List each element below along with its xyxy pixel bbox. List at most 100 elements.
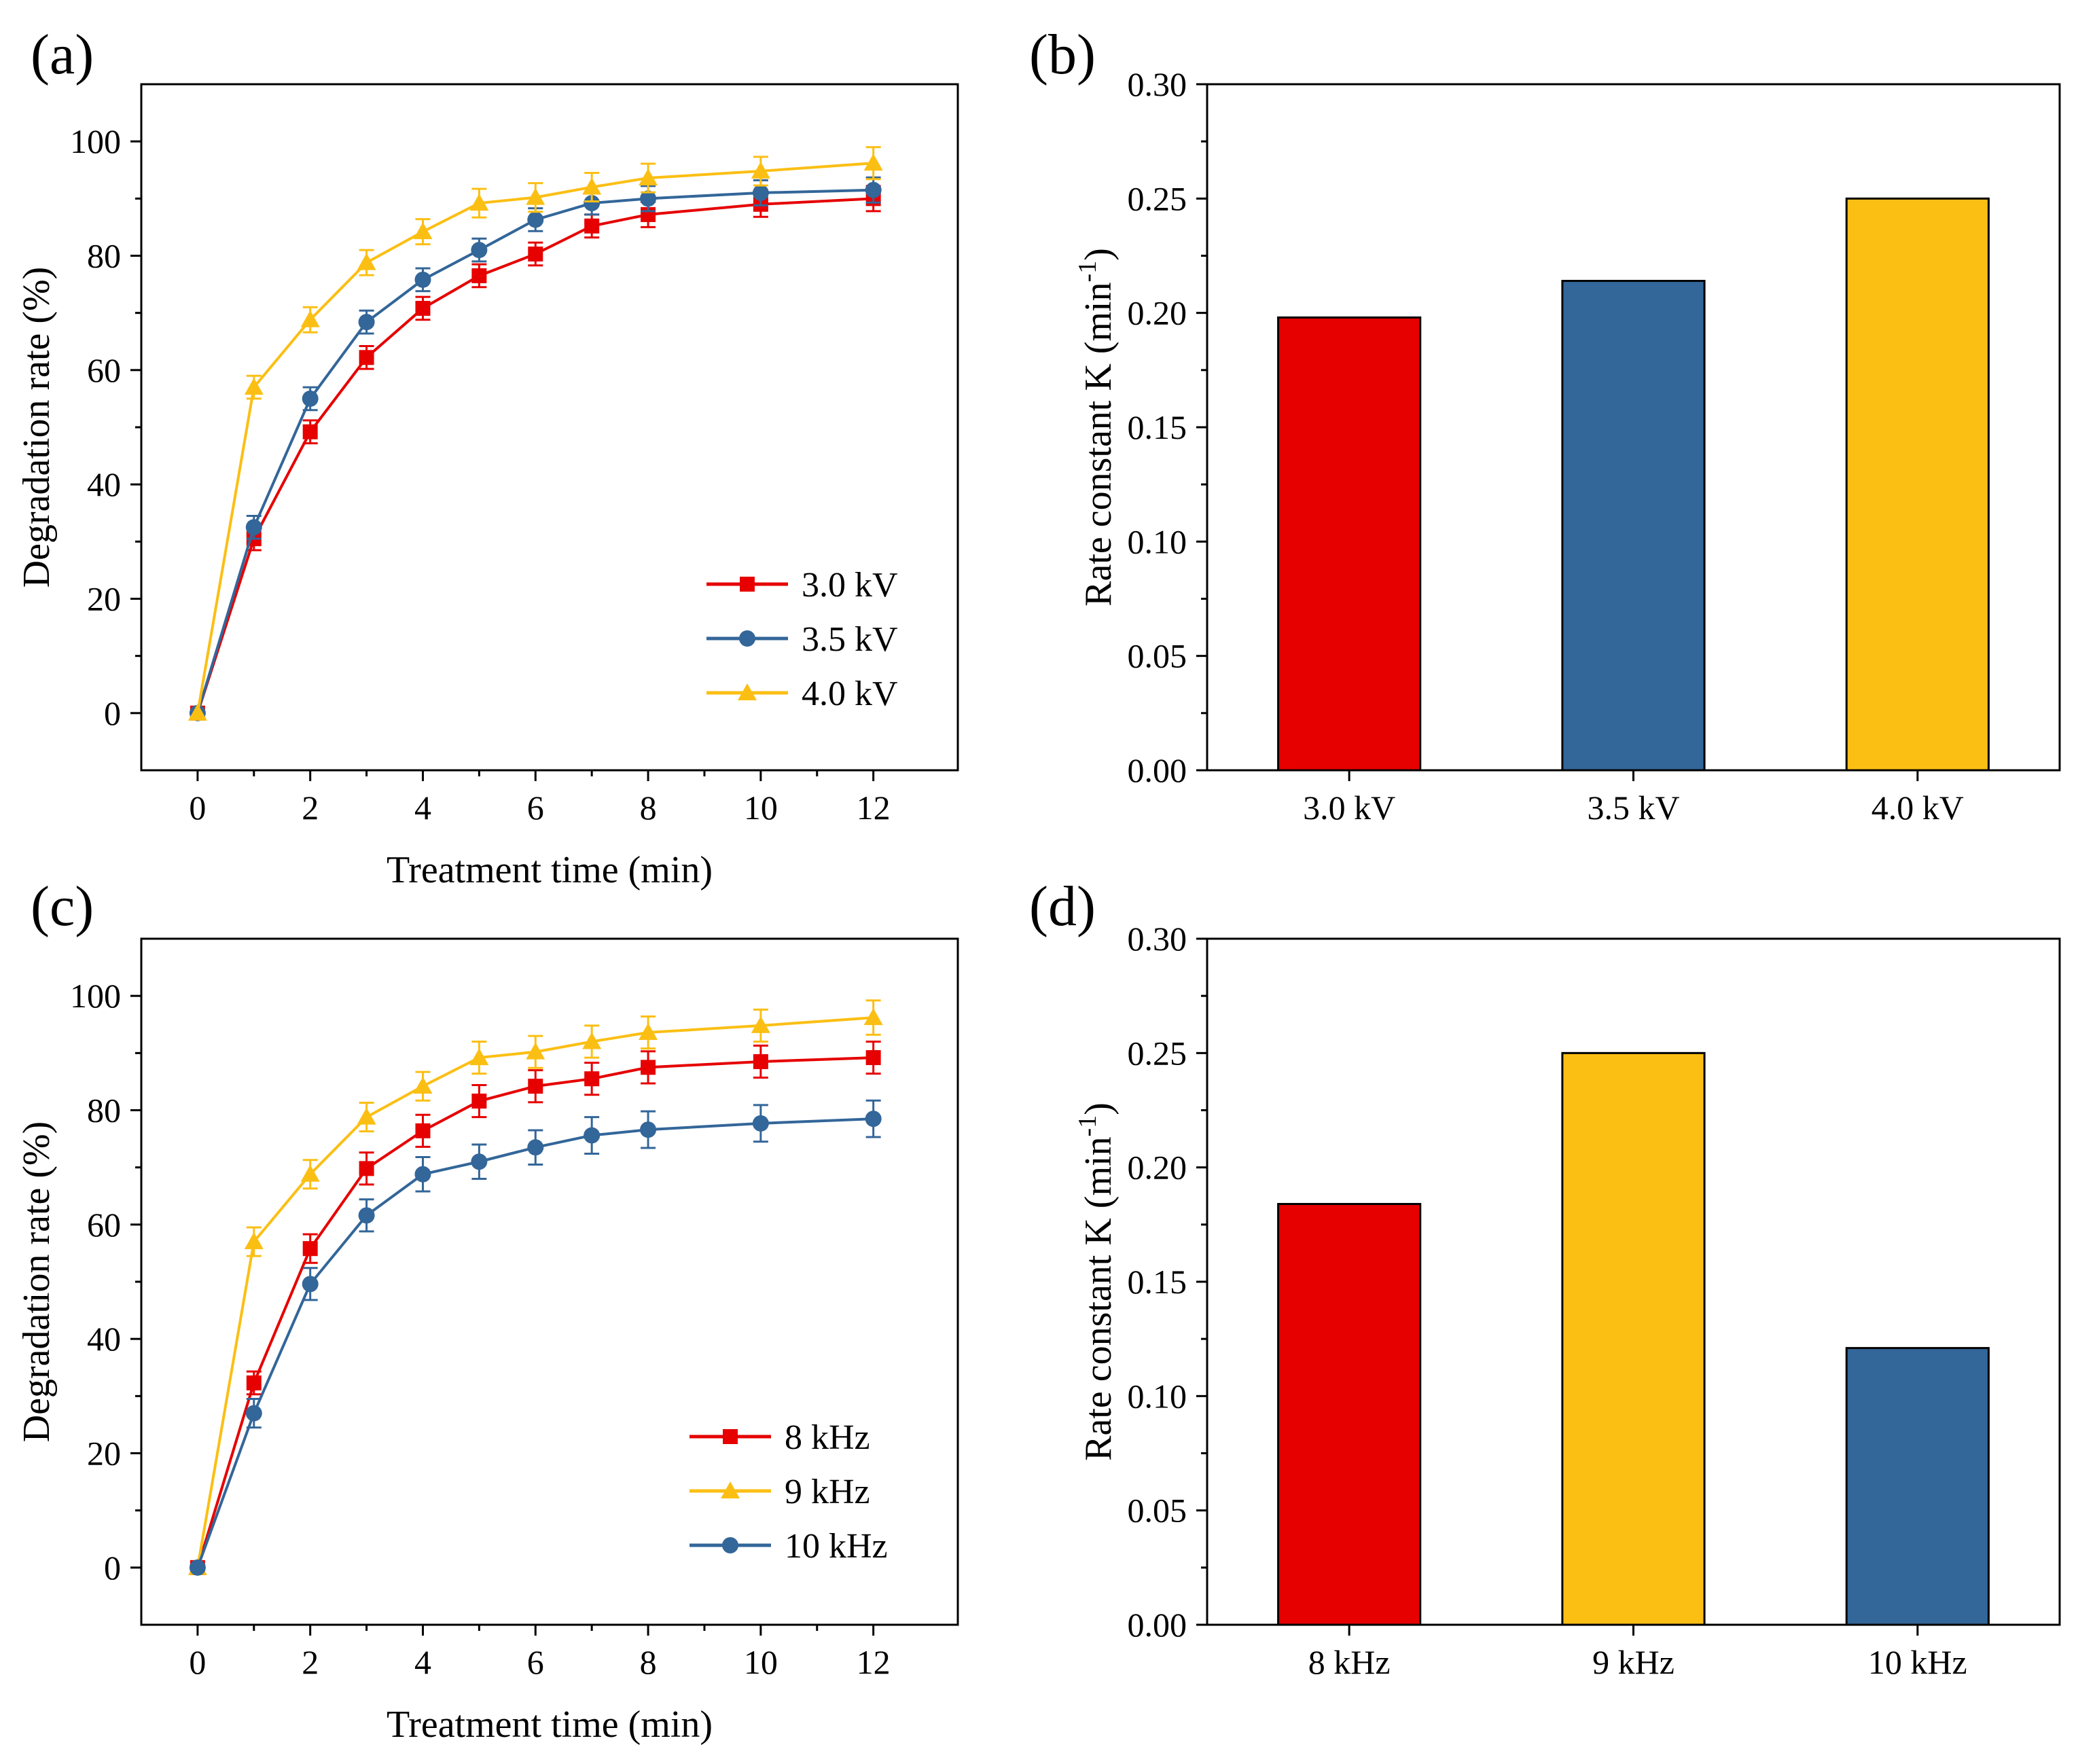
- data-point: [863, 1008, 883, 1026]
- data-point: [752, 184, 769, 201]
- x-tick-label: 10: [744, 1643, 778, 1681]
- bar: [1561, 1051, 1706, 1626]
- x-tick-label: 2: [302, 789, 319, 827]
- legend-label: 9 kHz: [785, 1473, 870, 1511]
- data-point: [302, 424, 318, 439]
- y-tick-label: 20: [87, 580, 121, 618]
- y-tick-label: 40: [87, 465, 121, 503]
- data-point: [751, 161, 770, 179]
- data-point: [639, 168, 658, 186]
- x-tick-label: 6: [527, 789, 544, 827]
- y-tick-label: 0.15: [1128, 408, 1187, 446]
- data-point: [359, 1161, 374, 1176]
- x-tick-label: 3.0 kV: [1303, 789, 1395, 827]
- bar: [1845, 1347, 1990, 1626]
- y-tick-label: 0.00: [1128, 751, 1187, 789]
- y-tick-label: 0: [104, 1549, 121, 1587]
- panel-d: (d) 0.00 0.05 0.10 0.15 0.20 0.25 0.30 8 kHz 9 kH…: [1029, 875, 2061, 1681]
- y-tick-label: 0.10: [1128, 522, 1187, 560]
- x-tick-label: 8: [640, 1643, 657, 1681]
- panel-label: (c): [31, 875, 94, 938]
- legend-marker: [738, 683, 757, 700]
- data-point: [865, 1050, 881, 1066]
- data-point: [244, 1232, 264, 1250]
- data-point: [414, 1166, 431, 1183]
- x-tick-label: 6: [527, 1643, 544, 1681]
- data-point: [300, 310, 320, 327]
- data-point: [865, 1111, 882, 1128]
- data-point: [245, 1405, 262, 1422]
- data-point: [528, 246, 543, 262]
- data-point: [415, 300, 431, 316]
- y-tick-label: 0.25: [1128, 179, 1187, 217]
- data-point: [358, 314, 375, 331]
- data-point: [640, 1121, 657, 1138]
- data-point: [358, 1207, 375, 1224]
- data-point: [246, 1375, 262, 1390]
- x-tick-label: 4: [414, 789, 431, 827]
- data-point: [640, 190, 657, 207]
- y-tick-label: 60: [87, 1206, 121, 1244]
- x-tick-label: 0: [189, 789, 206, 827]
- y-tick-label: 0.15: [1128, 1263, 1187, 1301]
- bar: [1277, 1203, 1422, 1626]
- legend-label: 10 kHz: [785, 1527, 888, 1566]
- y-tick-label: 0.00: [1128, 1606, 1187, 1644]
- data-point: [471, 268, 487, 283]
- y-tick-label: 60: [87, 351, 121, 389]
- data-point: [641, 1060, 656, 1075]
- y-tick-label: 0.30: [1128, 920, 1187, 958]
- plot-frame: [140, 83, 959, 772]
- data-point: [584, 218, 600, 234]
- legend-label: 3.5 kV: [802, 620, 898, 659]
- y-tick-label: 80: [87, 1092, 121, 1130]
- x-tick-label: 2: [302, 1643, 319, 1681]
- data-point: [244, 378, 264, 395]
- x-tick-label: 12: [857, 1643, 891, 1681]
- legend-marker: [740, 577, 755, 592]
- data-point: [471, 1094, 487, 1109]
- data-point: [584, 1127, 601, 1144]
- x-tick-label: 0: [189, 1643, 206, 1681]
- plot-frame: [140, 937, 959, 1626]
- panel-a: (a) 0 2 4 6 8 10 12 0 20 40 60 80 100 Treatment time (…: [16, 23, 959, 891]
- data-point: [413, 222, 433, 240]
- bar: [1277, 316, 1422, 772]
- x-tick-label: 4.0 kV: [1871, 789, 1964, 827]
- bar: [1845, 197, 1990, 772]
- data-point: [582, 177, 602, 195]
- y-axis-title: Degradation rate (%): [16, 1121, 58, 1443]
- data-point: [300, 1164, 320, 1182]
- y-axis-title: Rate constant K (min-1): [1073, 248, 1119, 607]
- x-tick-label: 8 kHz: [1308, 1643, 1391, 1681]
- data-point: [471, 1153, 488, 1170]
- y-tick-label: 100: [70, 122, 121, 160]
- legend-label: 4.0 kV: [802, 674, 898, 713]
- series-3-0-kv: [190, 185, 881, 721]
- data-point: [584, 1071, 600, 1087]
- data-point: [753, 1054, 768, 1069]
- data-point: [752, 1115, 769, 1132]
- y-tick-label: 0.10: [1128, 1377, 1187, 1415]
- data-point: [639, 1023, 658, 1041]
- y-tick-label: 80: [87, 237, 121, 275]
- legend-marker: [721, 1481, 740, 1498]
- data-point: [187, 703, 207, 721]
- data-point: [526, 1042, 545, 1060]
- panel-label: (b): [1029, 23, 1096, 86]
- data-point: [357, 253, 376, 270]
- x-tick-label: 10 kHz: [1868, 1643, 1967, 1681]
- data-point: [751, 1015, 770, 1033]
- y-tick-label: 40: [87, 1320, 121, 1358]
- series-line: [196, 197, 874, 714]
- data-point: [415, 1123, 431, 1138]
- data-point: [527, 1139, 544, 1156]
- panel-label: (d): [1029, 875, 1096, 938]
- data-point: [863, 154, 883, 171]
- data-point: [302, 1276, 319, 1293]
- y-tick-label: 0.05: [1128, 1492, 1187, 1530]
- y-axis-title: Degradation rate (%): [16, 267, 58, 588]
- panel-label: (a): [31, 23, 94, 86]
- x-axis-title: Treatment time (min): [387, 1704, 713, 1746]
